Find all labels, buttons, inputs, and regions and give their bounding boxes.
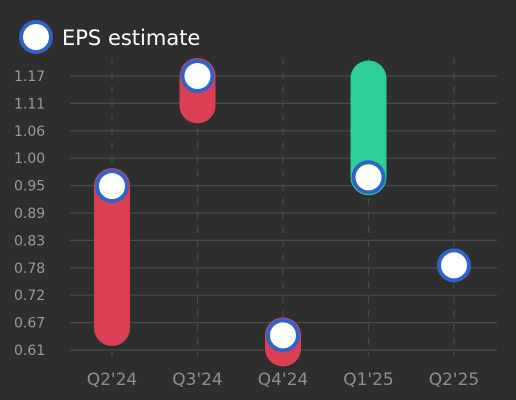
surprise-bars <box>94 58 387 367</box>
estimate-markers <box>95 59 471 353</box>
x-axis: Q2'24 Q3'24 Q4'24 Q1'25 Q2'25 <box>87 370 480 390</box>
gridlines <box>70 58 497 356</box>
y-tick-label: 0.61 <box>14 343 45 359</box>
y-tick-label: 0.83 <box>14 233 45 249</box>
y-tick-label: 1.11 <box>14 96 45 112</box>
y-tick-label: 1.00 <box>14 151 45 167</box>
estimate-marker[interactable] <box>437 248 471 283</box>
legend-marker-icon <box>19 20 53 54</box>
y-tick-label: 0.89 <box>14 206 45 222</box>
x-tick-label: Q2'24 <box>87 370 138 390</box>
x-tick-label: Q3'24 <box>172 370 223 390</box>
estimate-marker[interactable] <box>95 169 129 204</box>
y-tick-label: 0.78 <box>14 261 45 277</box>
y-axis: 1.17 1.11 1.06 1.00 0.95 0.89 0.83 0.78 0.72 0.67… <box>14 69 45 359</box>
y-tick-label: 0.67 <box>14 316 45 332</box>
x-tick-label: Q2'25 <box>429 370 480 390</box>
y-tick-label: 1.17 <box>14 69 45 85</box>
estimate-marker[interactable] <box>180 59 215 93</box>
estimate-marker[interactable] <box>266 318 300 353</box>
y-tick-label: 0.72 <box>14 288 45 304</box>
legend: EPS estimate <box>19 20 200 54</box>
x-tick-label: Q4'24 <box>258 370 309 390</box>
y-tick-label: 1.06 <box>14 124 45 140</box>
legend-label: EPS estimate <box>62 26 200 50</box>
x-tick-label: Q1'25 <box>343 370 394 390</box>
y-tick-label: 0.95 <box>14 179 45 195</box>
surprise-bar <box>94 168 130 346</box>
surprise-bar <box>350 60 387 196</box>
estimate-marker[interactable] <box>351 160 386 195</box>
